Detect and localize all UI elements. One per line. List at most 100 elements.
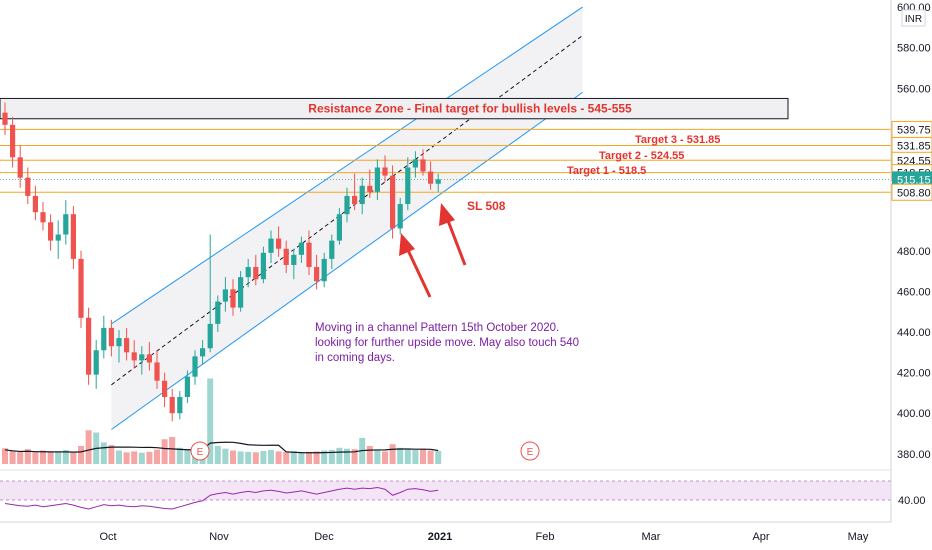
volume-bar (313, 451, 320, 464)
candle-body (352, 195, 358, 205)
rsi-band (0, 481, 891, 500)
channel-upper-line[interactable] (111, 6, 583, 325)
channel-lower-line[interactable] (111, 91, 583, 430)
candle-body (192, 356, 198, 377)
volume-bar (207, 378, 214, 464)
price-label: 480.00 (897, 246, 931, 258)
target-3-label: Target 3 - 531.85 (635, 134, 720, 146)
time-label-nov: Nov (209, 531, 229, 543)
price-axis[interactable]: 600.00580.00560.00539.75531.85524.55518.… (891, 2, 932, 461)
scale-tag-text: INR (905, 14, 922, 25)
volume-bar (40, 450, 46, 464)
volume-bar (435, 450, 442, 464)
volume-bar (138, 452, 145, 464)
volume-bar (116, 450, 122, 464)
candle-body (268, 238, 274, 253)
earnings-marker-2[interactable]: E (520, 441, 540, 461)
volume-bar (78, 446, 84, 464)
arrow-annotation-2[interactable] (439, 203, 467, 266)
volume-bar (230, 450, 236, 464)
candle-body (283, 248, 289, 265)
volume-moving-average (4, 441, 439, 454)
candle-body (63, 214, 69, 235)
candle-body (245, 267, 251, 278)
volume-bar (222, 448, 229, 464)
volume-bar (389, 444, 396, 464)
time-label-feb: Feb (536, 531, 555, 543)
scale-tag-box[interactable]: INR (901, 9, 926, 27)
volume-bar (131, 451, 138, 464)
volume-bar (161, 439, 168, 464)
candle-body (25, 177, 31, 196)
candle-body (359, 185, 365, 205)
candle-body (146, 354, 152, 363)
volume-bar (24, 449, 31, 464)
volume-bar (146, 451, 153, 464)
volume-bar (17, 451, 24, 464)
rsi-line (4, 487, 439, 510)
level-lines (0, 128, 891, 193)
volume-bar (306, 451, 312, 464)
price-label: 380.00 (897, 449, 931, 461)
note-line-2: looking for further upside move. May als… (315, 337, 579, 349)
candle-body (253, 267, 259, 280)
candle-body (131, 352, 137, 361)
volume-bar (397, 447, 404, 464)
volume-bar (366, 446, 373, 464)
candle-body (420, 159, 426, 172)
candlestick-series (2, 102, 441, 422)
volume-bar (427, 450, 434, 464)
candle-body (344, 195, 350, 215)
candle-body (374, 167, 380, 192)
volume-bar (344, 448, 350, 464)
time-label-may: May (848, 531, 869, 543)
candle-body (162, 380, 168, 397)
volume-bar (298, 452, 305, 464)
candle-body (116, 338, 122, 347)
note-line-1: Moving in a channel Pattern 15th October… (315, 322, 559, 334)
volume-bar (290, 450, 297, 464)
candle-body (230, 289, 236, 308)
price-label: 420.00 (897, 368, 931, 380)
candle-body (260, 252, 266, 280)
price-label: 539.75 (897, 124, 931, 136)
time-axis[interactable]: Oct Nov Dec 2021 Feb Mar Apr May (99, 531, 868, 543)
candle-body (207, 323, 213, 349)
candle-body (412, 159, 418, 168)
note-line-3: in coming days. (315, 352, 395, 364)
candle-body (108, 327, 114, 347)
candle-body (32, 195, 38, 213)
volume-bar (9, 450, 16, 464)
earnings-marker-1-letter: E (197, 447, 204, 458)
target-2-label: Target 2 - 524.55 (599, 150, 684, 162)
time-label-apr: Apr (752, 531, 769, 543)
candle-body (222, 289, 228, 302)
volume-bar (62, 450, 69, 464)
arrow-annotation-1[interactable] (399, 233, 432, 298)
candle-body (48, 222, 54, 241)
candle-body (215, 301, 221, 324)
volume-bar (70, 452, 77, 464)
volume-bar (404, 449, 411, 464)
candle-body (291, 254, 297, 265)
volume-bar (260, 450, 267, 464)
time-label-dec: Dec (314, 531, 334, 543)
target-1-label: Target 1 - 518.5 (567, 165, 646, 177)
price-label: 460.00 (897, 286, 931, 298)
volume-bar (321, 450, 328, 464)
candle-body (306, 242, 312, 268)
resistance-zone-label: Resistance Zone - Final target for bulli… (308, 102, 632, 116)
volume-bar (32, 452, 39, 464)
candle-body (428, 171, 434, 184)
candle-body (435, 179, 441, 184)
candle-body (321, 258, 327, 282)
candle-body (177, 396, 183, 414)
rsi-axis-label: 40.00 (898, 495, 926, 507)
candle-body (184, 376, 190, 397)
candle-body (86, 317, 92, 375)
price-label: 508.80 (897, 187, 931, 199)
resistance-zone-box[interactable] (0, 97, 789, 120)
candle-body (10, 124, 16, 158)
earnings-marker-1[interactable]: E (190, 441, 210, 461)
volume-bar (184, 449, 191, 464)
